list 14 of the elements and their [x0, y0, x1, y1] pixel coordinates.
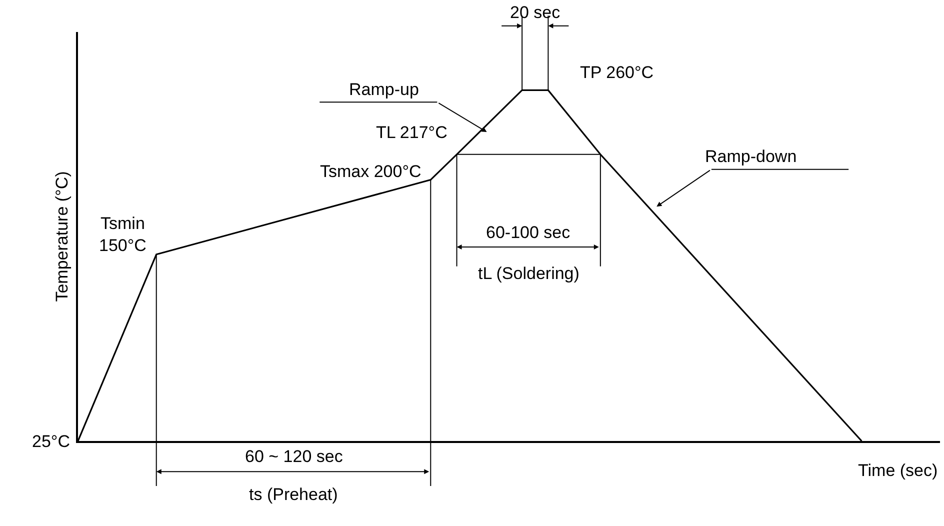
annotation: tL (Soldering) [478, 264, 580, 283]
text: 20 sec [510, 3, 561, 22]
annotation: 60-100 sec [486, 223, 571, 242]
data-label: TL 217°C [376, 123, 448, 142]
data-label: Tsmax 200°C [320, 162, 422, 181]
x-axis-title: Time (sec) [858, 461, 938, 480]
y-axis-title: Temperature (°C) [52, 171, 72, 302]
data-label: TP 260°C [580, 63, 654, 82]
annotation: Ramp-up [349, 80, 419, 99]
text: ts (Preheat) [249, 485, 338, 504]
data-label: Tsmin 150°C [99, 214, 146, 256]
annotation: Ramp-down [705, 147, 797, 166]
data-label: 25°C [32, 432, 70, 451]
text: 60 ~ 120 sec [245, 447, 344, 466]
